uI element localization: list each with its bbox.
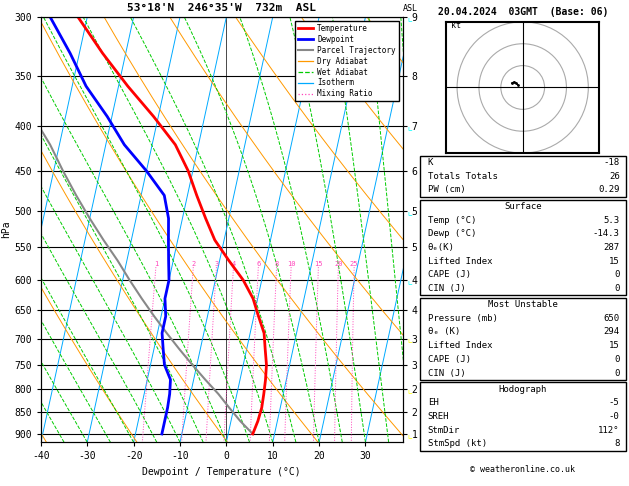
Y-axis label: hPa: hPa	[1, 221, 11, 239]
Text: -0: -0	[609, 412, 620, 421]
Text: -14.3: -14.3	[593, 229, 620, 238]
Text: Dewp (°C): Dewp (°C)	[428, 229, 476, 238]
Text: Pressure (mb): Pressure (mb)	[428, 313, 498, 323]
Text: K: K	[428, 158, 433, 168]
Text: ⌞: ⌞	[406, 429, 413, 439]
Text: CAPE (J): CAPE (J)	[428, 355, 470, 364]
Text: Most Unstable: Most Unstable	[487, 300, 558, 309]
Text: 294: 294	[604, 328, 620, 336]
Text: ⌞: ⌞	[406, 384, 413, 394]
Text: Temp (°C): Temp (°C)	[428, 216, 476, 225]
Text: 112°: 112°	[598, 426, 620, 434]
Text: EH: EH	[428, 399, 438, 407]
Text: ⌞: ⌞	[406, 121, 413, 131]
Text: kt: kt	[450, 21, 460, 31]
Text: -18: -18	[604, 158, 620, 168]
Text: 0: 0	[615, 355, 620, 364]
Text: Surface: Surface	[504, 202, 542, 211]
Text: ⌞: ⌞	[406, 206, 413, 216]
Text: © weatheronline.co.uk: © weatheronline.co.uk	[470, 465, 575, 474]
Text: 25: 25	[350, 261, 359, 267]
Text: 8: 8	[274, 261, 279, 267]
Text: 3: 3	[214, 261, 218, 267]
Title: 53°18'N  246°35'W  732m  ASL: 53°18'N 246°35'W 732m ASL	[127, 3, 316, 14]
Text: CIN (J): CIN (J)	[428, 368, 465, 378]
Text: 15: 15	[609, 257, 620, 265]
Text: θₑ (K): θₑ (K)	[428, 328, 460, 336]
Text: 0.29: 0.29	[598, 185, 620, 194]
Text: 15: 15	[609, 341, 620, 350]
Text: 0: 0	[615, 368, 620, 378]
Text: -5: -5	[609, 399, 620, 407]
Text: CIN (J): CIN (J)	[428, 284, 465, 293]
Text: CAPE (J): CAPE (J)	[428, 270, 470, 279]
Text: 20.04.2024  03GMT  (Base: 06): 20.04.2024 03GMT (Base: 06)	[438, 7, 608, 17]
Text: ⌞: ⌞	[406, 275, 413, 285]
Text: θₑ(K): θₑ(K)	[428, 243, 455, 252]
Text: 4: 4	[231, 261, 236, 267]
Text: StmDir: StmDir	[428, 426, 460, 434]
Text: 20: 20	[334, 261, 343, 267]
Text: 10: 10	[287, 261, 296, 267]
Text: ⌞: ⌞	[406, 333, 413, 344]
Text: Hodograph: Hodograph	[499, 385, 547, 394]
Text: 2: 2	[191, 261, 196, 267]
X-axis label: Dewpoint / Temperature (°C): Dewpoint / Temperature (°C)	[142, 467, 301, 477]
Text: 1: 1	[153, 261, 158, 267]
Text: Lifted Index: Lifted Index	[428, 257, 493, 265]
Text: 6: 6	[256, 261, 260, 267]
Text: 8: 8	[615, 439, 620, 448]
Text: 15: 15	[314, 261, 323, 267]
Text: 0: 0	[615, 284, 620, 293]
Text: Lifted Index: Lifted Index	[428, 341, 493, 350]
Text: 287: 287	[604, 243, 620, 252]
Legend: Temperature, Dewpoint, Parcel Trajectory, Dry Adiabat, Wet Adiabat, Isotherm, Mi: Temperature, Dewpoint, Parcel Trajectory…	[295, 21, 399, 102]
Text: km
ASL: km ASL	[403, 0, 418, 13]
Text: 5.3: 5.3	[604, 216, 620, 225]
Text: ⌞: ⌞	[406, 12, 413, 22]
Text: PW (cm): PW (cm)	[428, 185, 465, 194]
Text: SREH: SREH	[428, 412, 449, 421]
Text: 650: 650	[604, 313, 620, 323]
Text: StmSpd (kt): StmSpd (kt)	[428, 439, 487, 448]
Text: 0: 0	[615, 270, 620, 279]
Text: Totals Totals: Totals Totals	[428, 172, 498, 181]
Text: 26: 26	[609, 172, 620, 181]
